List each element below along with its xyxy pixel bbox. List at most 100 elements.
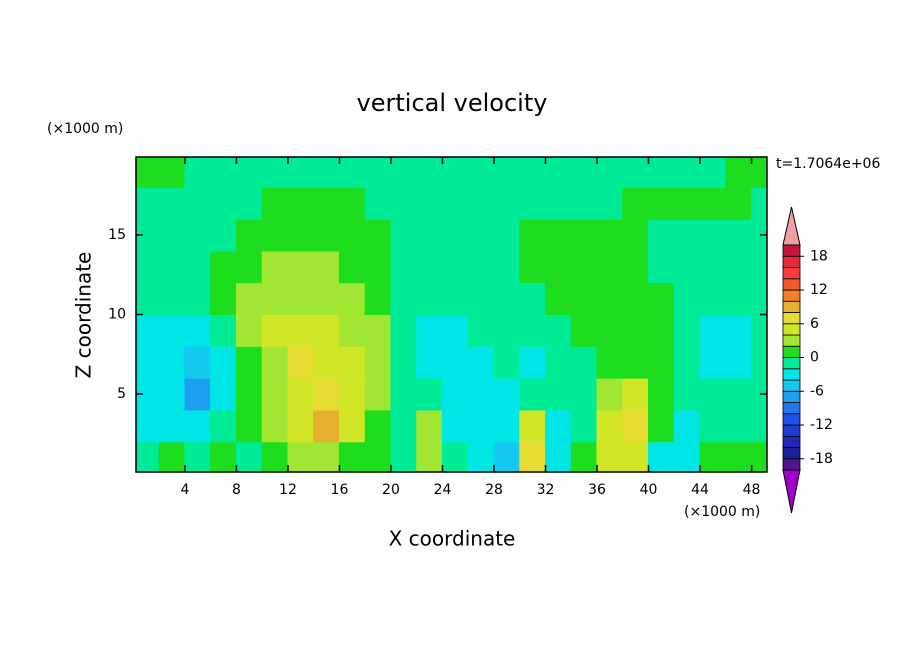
contour-cell bbox=[596, 157, 624, 188]
contour-cell bbox=[287, 409, 315, 443]
colorbar-under bbox=[782, 469, 801, 514]
contour-cell bbox=[570, 377, 598, 411]
contour-cell bbox=[136, 345, 160, 379]
contour-cell bbox=[136, 314, 160, 347]
contour-cell bbox=[261, 409, 289, 443]
contour-cell bbox=[545, 409, 572, 443]
contour-cell bbox=[235, 186, 263, 220]
contour-cell bbox=[596, 250, 624, 284]
contour-cell bbox=[699, 157, 727, 188]
x-axis-label: X coordinate bbox=[389, 527, 516, 551]
contour-cell bbox=[338, 157, 366, 188]
contour-cell bbox=[648, 250, 675, 284]
contour-cell bbox=[467, 282, 495, 316]
contour-cell bbox=[416, 250, 443, 284]
contour-cell bbox=[622, 218, 650, 252]
contour-cell bbox=[338, 345, 366, 379]
contour-cell bbox=[338, 409, 366, 443]
contour-cell bbox=[493, 186, 521, 220]
contour-cell bbox=[441, 409, 469, 443]
contour-cell bbox=[184, 250, 212, 284]
contour-cell bbox=[493, 314, 521, 347]
contour-cell bbox=[467, 345, 495, 379]
colorbar-segment bbox=[782, 368, 801, 381]
colorbar-segment bbox=[782, 458, 801, 471]
contour-cell bbox=[441, 250, 469, 284]
contour-cell bbox=[313, 409, 340, 443]
contour-cell bbox=[673, 409, 701, 443]
x-tick-label: 44 bbox=[691, 482, 709, 498]
colorbar-segment bbox=[782, 278, 801, 291]
colorbar-over bbox=[782, 206, 801, 246]
contour-cell bbox=[338, 314, 366, 347]
contour-cell bbox=[261, 345, 289, 379]
colorbar-tick-label: -6 bbox=[810, 383, 824, 399]
contour-cell bbox=[235, 441, 263, 472]
contour-cell bbox=[390, 157, 418, 188]
contour-cell bbox=[184, 377, 212, 411]
contour-cell bbox=[751, 282, 767, 316]
contour-cell bbox=[493, 377, 521, 411]
contour-cell bbox=[390, 282, 418, 316]
contour-cell bbox=[235, 282, 263, 316]
contour-cell bbox=[184, 345, 212, 379]
contour-cell bbox=[338, 186, 366, 220]
contour-cell bbox=[313, 377, 340, 411]
contour-cell bbox=[596, 218, 624, 252]
y-tick-label: 15 bbox=[108, 227, 126, 243]
colorbar-tick-label: -18 bbox=[810, 451, 833, 467]
colorbar-tick-label: 12 bbox=[810, 282, 828, 298]
contour-cell bbox=[596, 282, 624, 316]
time-annotation: t=1.7064e+06 bbox=[776, 156, 880, 172]
contour-cell bbox=[416, 409, 443, 443]
contour-cell bbox=[596, 314, 624, 347]
contour-cell bbox=[648, 441, 675, 472]
contour-cell bbox=[699, 409, 727, 443]
contour-cell bbox=[184, 314, 212, 347]
colorbar-segment bbox=[782, 447, 801, 460]
contour-cell bbox=[261, 314, 289, 347]
contour-cell bbox=[158, 250, 186, 284]
contour-cell bbox=[416, 157, 443, 188]
contour-cell bbox=[210, 409, 237, 443]
contour-cell bbox=[416, 345, 443, 379]
contour-cell bbox=[158, 186, 186, 220]
contour-cell bbox=[673, 250, 701, 284]
y-unit: (×1000 m) bbox=[47, 121, 123, 137]
contour-cell bbox=[493, 250, 521, 284]
contour-cell bbox=[725, 314, 753, 347]
contour-cell bbox=[648, 186, 675, 220]
contour-cell bbox=[287, 345, 315, 379]
contour-cell bbox=[673, 377, 701, 411]
y-tick-label: 5 bbox=[117, 386, 126, 402]
contour-cell bbox=[493, 409, 521, 443]
contour-cell bbox=[441, 218, 469, 252]
contour-cell bbox=[313, 218, 340, 252]
contour-cell bbox=[648, 314, 675, 347]
contour-cell bbox=[390, 377, 418, 411]
colorbar-tick-label: 0 bbox=[810, 350, 819, 366]
contour-cell bbox=[416, 218, 443, 252]
contour-cell bbox=[364, 218, 392, 252]
contour-cell bbox=[261, 282, 289, 316]
contour-cell bbox=[519, 314, 547, 347]
contour-cell bbox=[467, 314, 495, 347]
colorbar-segment bbox=[782, 323, 801, 336]
contour-cell bbox=[390, 186, 418, 220]
contour-cell bbox=[596, 377, 624, 411]
x-tick-label: 20 bbox=[382, 482, 400, 498]
colorbar-segment bbox=[782, 379, 801, 392]
contour-cell bbox=[441, 314, 469, 347]
contour-cell bbox=[493, 282, 521, 316]
contour-cell bbox=[261, 377, 289, 411]
contour-cell bbox=[261, 441, 289, 472]
contour-cell bbox=[136, 157, 160, 188]
x-tick-label: 32 bbox=[537, 482, 555, 498]
contour-cell bbox=[261, 186, 289, 220]
colorbar-tick-label: -12 bbox=[810, 417, 833, 433]
contour-cell bbox=[364, 314, 392, 347]
contour-cell bbox=[648, 409, 675, 443]
contour-cell bbox=[136, 409, 160, 443]
contour-cell bbox=[390, 409, 418, 443]
contour-cell bbox=[570, 314, 598, 347]
